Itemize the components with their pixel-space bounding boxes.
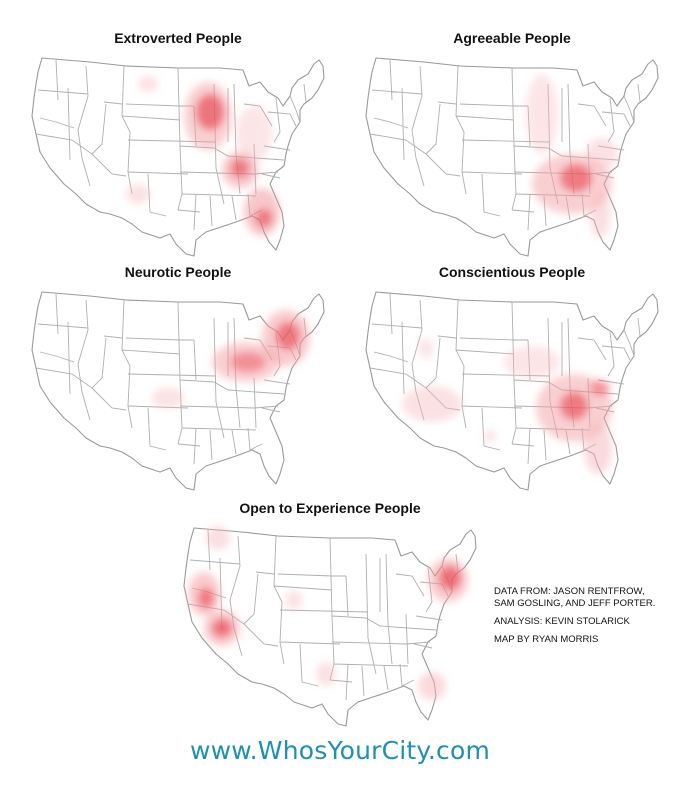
heat-overlay: [126, 76, 280, 236]
data-source-credit: DATA FROM: JASON RENTFROW, SAM GOSLING, …: [494, 586, 655, 610]
credits: DATA FROM: JASON RENTFROW, SAM GOSLING, …: [494, 586, 655, 652]
website-link[interactable]: www.WhosYourCity.com: [189, 736, 491, 765]
us-map: [365, 291, 659, 491]
map-title: Agreeable People: [453, 30, 571, 46]
heat-overlay: [188, 526, 468, 700]
data-source-line1: DATA FROM: JASON RENTFROW,: [494, 586, 645, 597]
map-title: Conscientious People: [438, 264, 586, 280]
us-map: [365, 57, 659, 257]
map-author-credit: MAP BY RYAN MORRIS: [494, 634, 599, 645]
map-title: Neurotic People: [124, 264, 232, 280]
heat-overlay: [526, 74, 618, 238]
map-agreeable: Agreeable People: [362, 30, 662, 260]
heat-overlay: [402, 338, 612, 474]
us-map: [31, 57, 325, 257]
map-extroverted: Extroverted People: [28, 30, 328, 260]
us-map: [183, 526, 477, 727]
us-map: [31, 291, 325, 491]
map-conscientious: Conscientious People: [362, 264, 662, 494]
map-neurotic: Neurotic People: [28, 264, 328, 494]
map-open-to-experience: Open to Experience People: [180, 500, 480, 730]
map-title: Open to Experience People: [239, 500, 421, 516]
data-source-line2: SAM GOSLING, AND JEFF PORTER.: [494, 598, 656, 609]
map-title: Extroverted People: [114, 30, 242, 46]
heat-overlay: [152, 310, 310, 408]
analysis-credit: ANALYSIS: KEVIN STOLARICK: [494, 616, 630, 627]
